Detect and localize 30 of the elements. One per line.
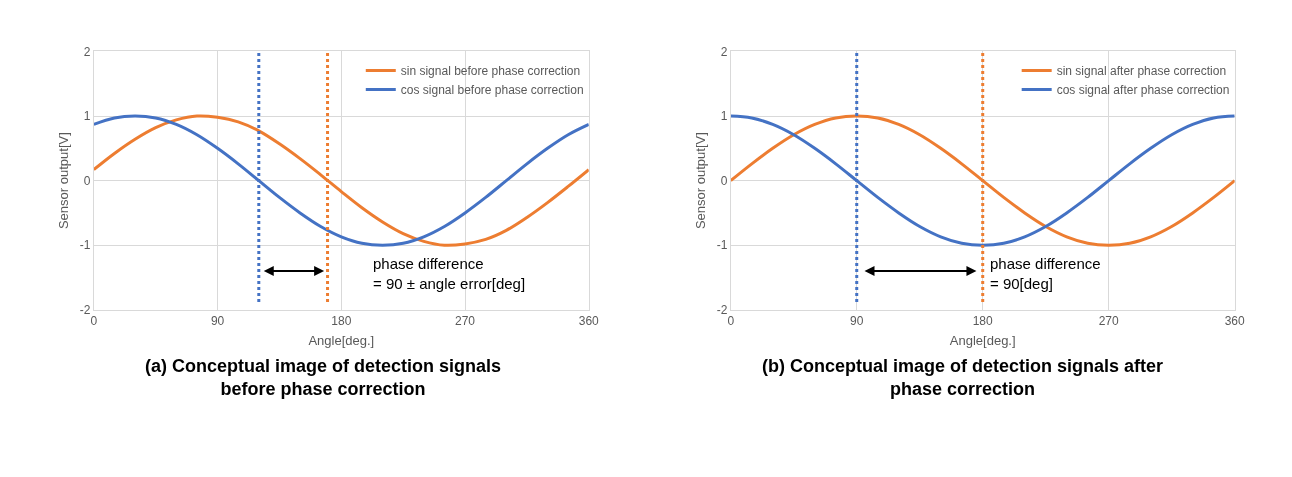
y-tick-label: 2 (83, 44, 91, 59)
y-tick-label: -2 (716, 303, 728, 317)
x-tick-label: 270 (1098, 314, 1120, 329)
x-tick-label: 360 (1224, 314, 1246, 329)
y-axis-title: Sensor output[V] (55, 132, 71, 230)
legend-label: sin signal after phase correction (1056, 64, 1227, 79)
annotation: phase difference = 90[deg] (990, 255, 1101, 292)
y-tick-label: 0 (720, 173, 728, 188)
legend-label: sin signal before phase correction (400, 64, 581, 79)
y-tick-label: 1 (83, 109, 91, 124)
y-tick-label: 0 (83, 173, 91, 188)
legend-label: cos signal before phase correction (400, 83, 584, 98)
y-tick-label: 1 (720, 109, 728, 124)
x-tick-label: 270 (455, 314, 476, 329)
x-tick-label: 180 (972, 314, 994, 329)
text: (b) Conceptual image of detection signals after phase correction (762, 356, 1164, 400)
y-tick-label: 2 (720, 44, 728, 59)
legend-label: cos signal after phase correction (1056, 83, 1230, 98)
y-axis-title: Sensor output[V] (692, 132, 708, 230)
x-axis-title: Angle[deg.] (949, 332, 1016, 348)
annotation: phase difference = 90 ± angle error[deg] (373, 255, 526, 292)
x-tick-label: 90 (210, 314, 225, 329)
x-tick-label: 90 (850, 314, 864, 329)
y-tick-label: -1 (716, 238, 728, 253)
y-tick-label: -1 (79, 238, 91, 253)
x-axis-title: Angle[deg.] (308, 332, 375, 348)
x-tick-label: 360 (578, 314, 600, 329)
x-tick-label: 180 (331, 314, 352, 329)
y-tick-label: -2 (79, 303, 91, 317)
text: (a) Conceptual image of detection signals before phase correction (145, 356, 502, 400)
